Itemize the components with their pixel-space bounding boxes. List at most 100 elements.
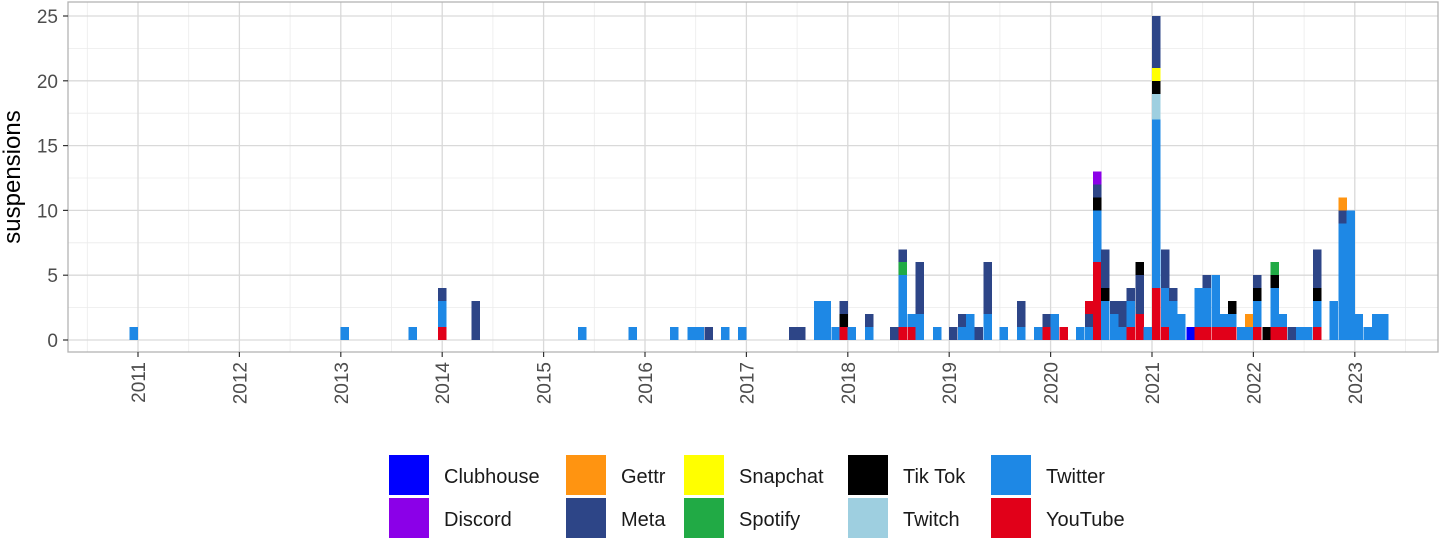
bar-segment-meta [890,327,899,340]
x-tick-label: 2013 [332,362,353,404]
bar-segment-twitter [577,327,587,340]
bar-segment-twitter [1295,327,1305,340]
bar-segment-twitter [340,327,350,340]
bar-segment-snapchat [1151,67,1161,81]
x-tick-label: 2012 [230,362,251,404]
bar-segment-tik-tok [1270,275,1279,289]
bar-segment-meta [1135,275,1145,315]
x-tick-label: 2021 [1143,362,1164,404]
bar-segment-tik-tok [1253,288,1262,302]
bar-segment-meta [1338,210,1347,224]
y-tick-label: 20 [37,72,58,93]
bar-segment-twitter [831,327,840,340]
legend-label: Twitch [903,509,960,531]
bar-segment-twitter [1016,327,1026,340]
bar-segment-youtube [1084,301,1094,315]
bar-segment-youtube [1135,314,1145,340]
bar-segment-meta [1084,314,1094,328]
bar-segment-meta [958,314,967,328]
bar-segment-youtube [1211,327,1221,340]
bar-segment-spotify [1270,262,1279,276]
bar-segment-meta [1101,249,1110,289]
bar-segment-meta [974,327,983,340]
bar-segment-youtube [839,327,848,340]
bar-segment-meta [437,288,447,302]
bar-segment-twitter [1371,314,1381,340]
bar-segment-youtube [1270,327,1279,340]
bar-segment-meta [1042,314,1051,328]
bar-segment-twitter [907,314,916,328]
legend-item-tik-tok: Tik Tok [848,455,966,495]
bar-segment-twitter [847,327,857,340]
bar-segment-twitter [437,301,447,328]
legend-label: Meta [621,509,666,531]
bar-segment-youtube [1160,327,1170,340]
bar-segment-youtube [1042,327,1051,340]
legend-label: Tik Tok [903,466,966,488]
bar-segment-meta [1169,288,1178,302]
bar-segment-youtube [1219,327,1229,340]
bar-segment-twitter [1379,314,1389,340]
bar-segment-youtube [1151,288,1161,340]
bar-segment-twitter [1050,314,1059,340]
bar-segment-youtube [437,327,447,340]
bar-segment-twitter [1253,301,1262,328]
x-tick-label: 2011 [129,362,150,403]
bar-segment-twitter [1278,314,1288,328]
bar-segment-youtube [1313,327,1322,340]
bar-segment-meta [1202,275,1212,289]
bar-segment-meta [471,301,480,340]
bar-segment-twitter [720,327,730,340]
x-tick-label: 2020 [1042,362,1063,404]
y-tick-label: 15 [37,137,58,158]
axes: 0 5 10 15 20 25 2011 2012 2013 2014 2015 2016 2017 20… [37,7,1367,404]
legend-key [684,498,724,538]
x-tick-label: 2023 [1346,362,1367,404]
bar-segment-tik-tok [1262,327,1271,340]
legend-key [991,498,1031,538]
bar-segment-twitter [932,327,942,340]
bar-segment-meta [704,327,714,340]
bar-segment-meta [796,327,806,340]
bar-segment-twitter [695,327,705,340]
bar-segment-spotify [898,262,907,276]
bar-segment-meta [1287,327,1297,340]
legend: Clubhouse Discord Gettr Meta Snapchat Spotify… [389,455,1125,538]
bar-segment-meta [898,249,907,263]
legend-key [848,455,888,495]
legend-key [684,455,724,495]
bar-segment-meta [1118,301,1127,328]
y-tick-label: 0 [47,331,58,352]
legend-label: Twitter [1046,466,1105,488]
bar-segment-tik-tok [1313,288,1322,302]
bar-segment-youtube [1126,327,1135,340]
bar-segment-twitter [670,327,679,340]
x-tick-label: 2017 [737,362,758,404]
bar-segment-twitter [1245,327,1254,340]
legend-key [566,498,606,538]
y-tick-label: 25 [37,7,58,28]
bar-segment-twitter [999,327,1009,340]
bar-segment-meta [949,327,958,340]
legend-item-spotify: Spotify [684,498,800,538]
bar-segment-twitter [1236,327,1246,340]
bar-segment-twitter [1092,210,1102,263]
bar-segment-meta [788,327,798,340]
legend-label: Clubhouse [444,466,540,488]
legend-item-gettr: Gettr [566,455,666,495]
bar-segment-meta [1092,184,1102,198]
legend-item-twitter: Twitter [991,455,1105,495]
bar-segment-twitter [1075,327,1085,340]
bar-segment-twitter [1194,288,1203,328]
legend-item-youtube: YouTube [991,498,1125,538]
bar-segment-twitter [628,327,638,340]
bar-segment-tik-tok [1092,197,1102,211]
bar-segment-twitter [1313,301,1322,328]
bar-segment-twitter [1084,327,1094,340]
bar-segment-meta [1253,275,1262,289]
legend-item-twitch: Twitch [848,498,960,538]
bar-segment-twitter [1346,210,1355,340]
legend-key [991,455,1031,495]
bar-segment-twitter [1160,288,1170,328]
